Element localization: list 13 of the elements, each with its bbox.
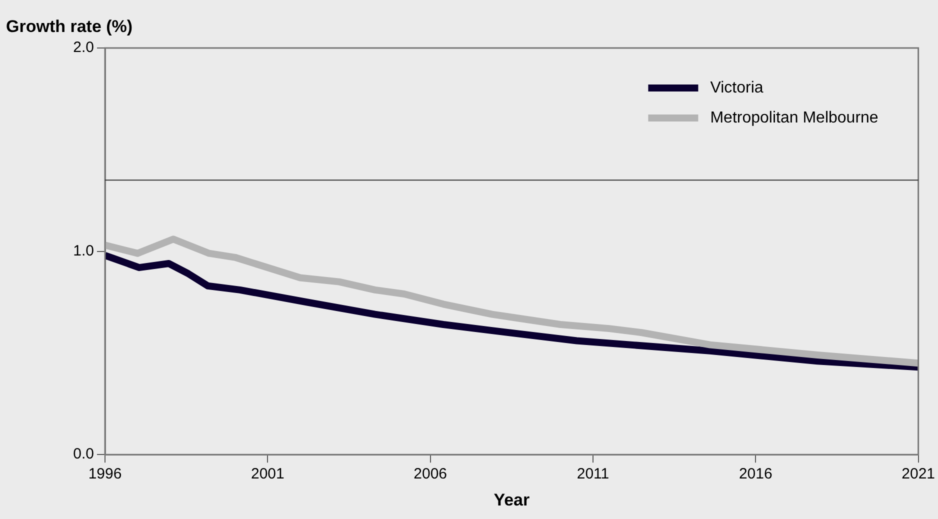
legend-label: Victoria — [710, 79, 764, 96]
x-tick-label: 1996 — [88, 466, 122, 483]
x-axis-title: Year — [494, 490, 530, 510]
x-tick-label: 2011 — [576, 466, 610, 483]
legend-label: Metropolitan Melbourne — [710, 109, 878, 126]
x-tick-label: 2006 — [414, 466, 448, 483]
y-tick-label: 1.0 — [73, 242, 94, 260]
x-tick-label: 2016 — [738, 466, 772, 483]
y-tick-label: 2.0 — [73, 39, 94, 56]
x-tick-label: 2001 — [250, 466, 284, 483]
y-tick-label: 0.0 — [73, 446, 94, 463]
x-tick-label: 2021 — [902, 466, 936, 483]
y-axis-title: Growth rate (%) — [6, 17, 133, 36]
